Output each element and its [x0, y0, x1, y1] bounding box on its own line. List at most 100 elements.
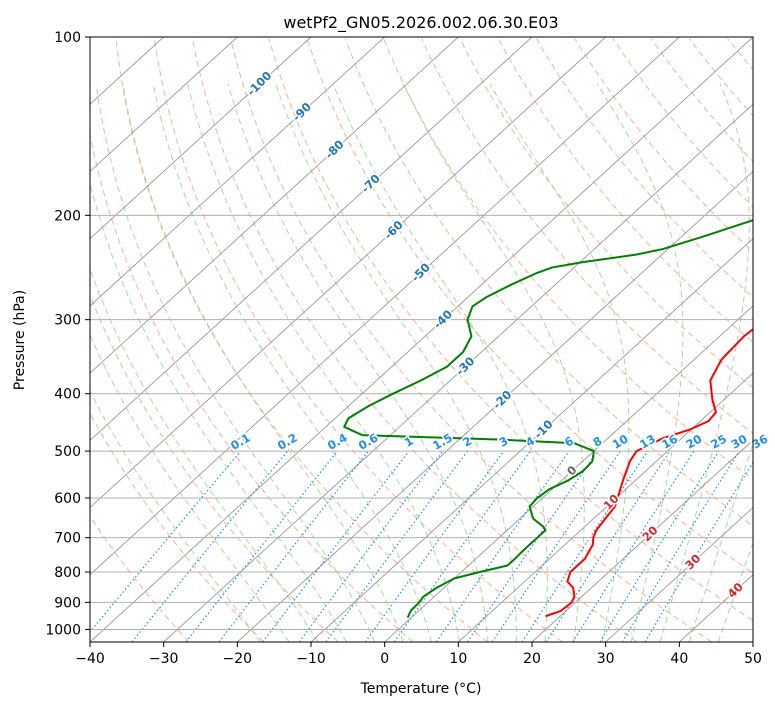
moist-adiabat-line [489, 83, 630, 642]
y-tick-label: 600 [54, 491, 81, 507]
mixing-ratio-label: 30 [729, 432, 750, 452]
moist-adiabat-line [187, 83, 461, 642]
dry-adiabat-line [153, 38, 563, 642]
mixing-ratio-line [90, 450, 242, 633]
mixing-ratio-label: 6 [562, 434, 576, 450]
dry-adiabat-line [230, 38, 712, 642]
x-tick-label: 20 [523, 651, 541, 667]
mixing-ratio-line [262, 450, 410, 642]
mixing-ratio-label: 20 [683, 432, 704, 452]
background-labels: -100-90-80-70-60-50-40-30-20-100.1 0.2 0.4… [227, 67, 772, 602]
x-tick-label: 0 [380, 651, 389, 667]
x-tick-label: 30 [597, 651, 615, 667]
dry-adiabat-line [344, 38, 753, 527]
moist-adiabat-line [717, 541, 753, 642]
isotherm-line [384, 305, 753, 642]
mixing-ratio-line [393, 450, 531, 642]
isotherm-line [90, 37, 238, 173]
mixing-ratio-line [218, 450, 369, 642]
mixing-ratio-line [467, 450, 599, 642]
mixing-ratio-line [298, 450, 444, 642]
mixing-ratio-line [131, 450, 289, 642]
y-axis: 1000 900 800 700 600 500 400 300 200 100 [45, 30, 90, 638]
moist-adiabat-line [90, 390, 261, 642]
moist-adiabat-line [227, 83, 489, 642]
pressure-grid [90, 37, 753, 630]
dry-adiabat-line [115, 38, 488, 642]
isotherm-line [90, 37, 680, 576]
dry-adiabat-line [650, 38, 753, 163]
moist-adiabat-line [275, 83, 517, 642]
x-tick-label: −30 [149, 651, 179, 667]
plot-frame [89, 36, 754, 643]
isotherm-line [752, 641, 753, 642]
isotherm-line [90, 37, 606, 509]
isotherm-line [237, 170, 753, 642]
temperature-line [545, 327, 753, 618]
mixing-ratio-label: 8 [591, 434, 605, 450]
y-tick-label: 200 [54, 208, 81, 224]
x-tick-label: −40 [75, 651, 105, 667]
isotherm-label: -100 [244, 68, 274, 98]
y-tick-label: 1000 [45, 622, 81, 638]
mixing-ratio-line [435, 450, 570, 642]
dry-adiabat-line [383, 38, 753, 481]
isotherm-line [90, 37, 312, 240]
mixing-ratio-label: 0.4 [325, 431, 350, 453]
y-tick-label: 800 [54, 565, 81, 581]
x-tick-label: −20 [223, 651, 253, 667]
dry-adiabat-line [688, 38, 753, 117]
y-tick-label: 100 [54, 30, 81, 46]
moist-adiabat-line [332, 83, 548, 642]
isotherm-line [605, 506, 753, 642]
dry-adiabat-line [90, 293, 339, 642]
isotherm-line [163, 103, 753, 642]
mixing-ratio-label: 25 [708, 432, 729, 452]
moist-adiabat-line [90, 267, 319, 642]
moist-adiabat-line [95, 83, 376, 642]
x-tick-label: −10 [296, 651, 326, 667]
mixing-ratio-line [545, 450, 671, 642]
mixing-ratio-line [599, 450, 720, 642]
moist-adiabat-line [90, 181, 347, 642]
mixing-ratio-line [364, 450, 505, 642]
chart-title: wetPf2_GN05.2026.002.06.30.E03 [283, 13, 558, 33]
dry-adiabat-line [497, 38, 753, 344]
isotherm-line [90, 37, 459, 374]
dry-adiabat-line [191, 38, 638, 642]
y-tick-label: 400 [54, 387, 81, 403]
background-lines [90, 37, 775, 642]
x-axis-title: Temperature (°C) [360, 681, 482, 697]
dry-adiabat-line [90, 131, 414, 642]
isotherm-line [90, 37, 533, 441]
moist-adiabat-line [688, 442, 753, 642]
mixing-ratio-label: 10 [610, 432, 631, 452]
mixing-ratio-line [185, 450, 339, 642]
dry-adiabat-line [766, 39, 775, 642]
isotherm-line [310, 238, 753, 642]
dry-adiabat-line [90, 515, 190, 642]
dry-adiabat-line [574, 38, 753, 253]
x-tick-label: 10 [449, 651, 467, 667]
moist-adiabat-line [402, 83, 585, 642]
y-tick-label: 900 [54, 595, 81, 611]
x-axis: −40 −30 −20 −10 0 10 20 30 40 50 [75, 642, 762, 667]
profiles [343, 219, 753, 619]
dry-adiabat-line [306, 38, 753, 574]
mixing-ratio-label: 0.1 [228, 430, 253, 452]
mixing-ratio-label: 1.5 [430, 431, 455, 453]
y-tick-label: 300 [54, 313, 81, 329]
isotherm-line [531, 439, 753, 642]
x-tick-label: 40 [670, 651, 688, 667]
dry-adiabat-line [90, 412, 264, 642]
moist-adiabat-line [596, 83, 684, 642]
moist-adiabat-line [122, 83, 404, 642]
dry-adiabat-line [459, 38, 753, 389]
y-tick-label: 500 [54, 444, 81, 460]
y-axis-title: Pressure (hPa) [12, 290, 28, 390]
mixing-ratio-line [572, 450, 695, 642]
isotherm-line [90, 37, 753, 642]
moist-adiabat-line [152, 83, 432, 642]
moist-adiabat-line [90, 333, 290, 642]
